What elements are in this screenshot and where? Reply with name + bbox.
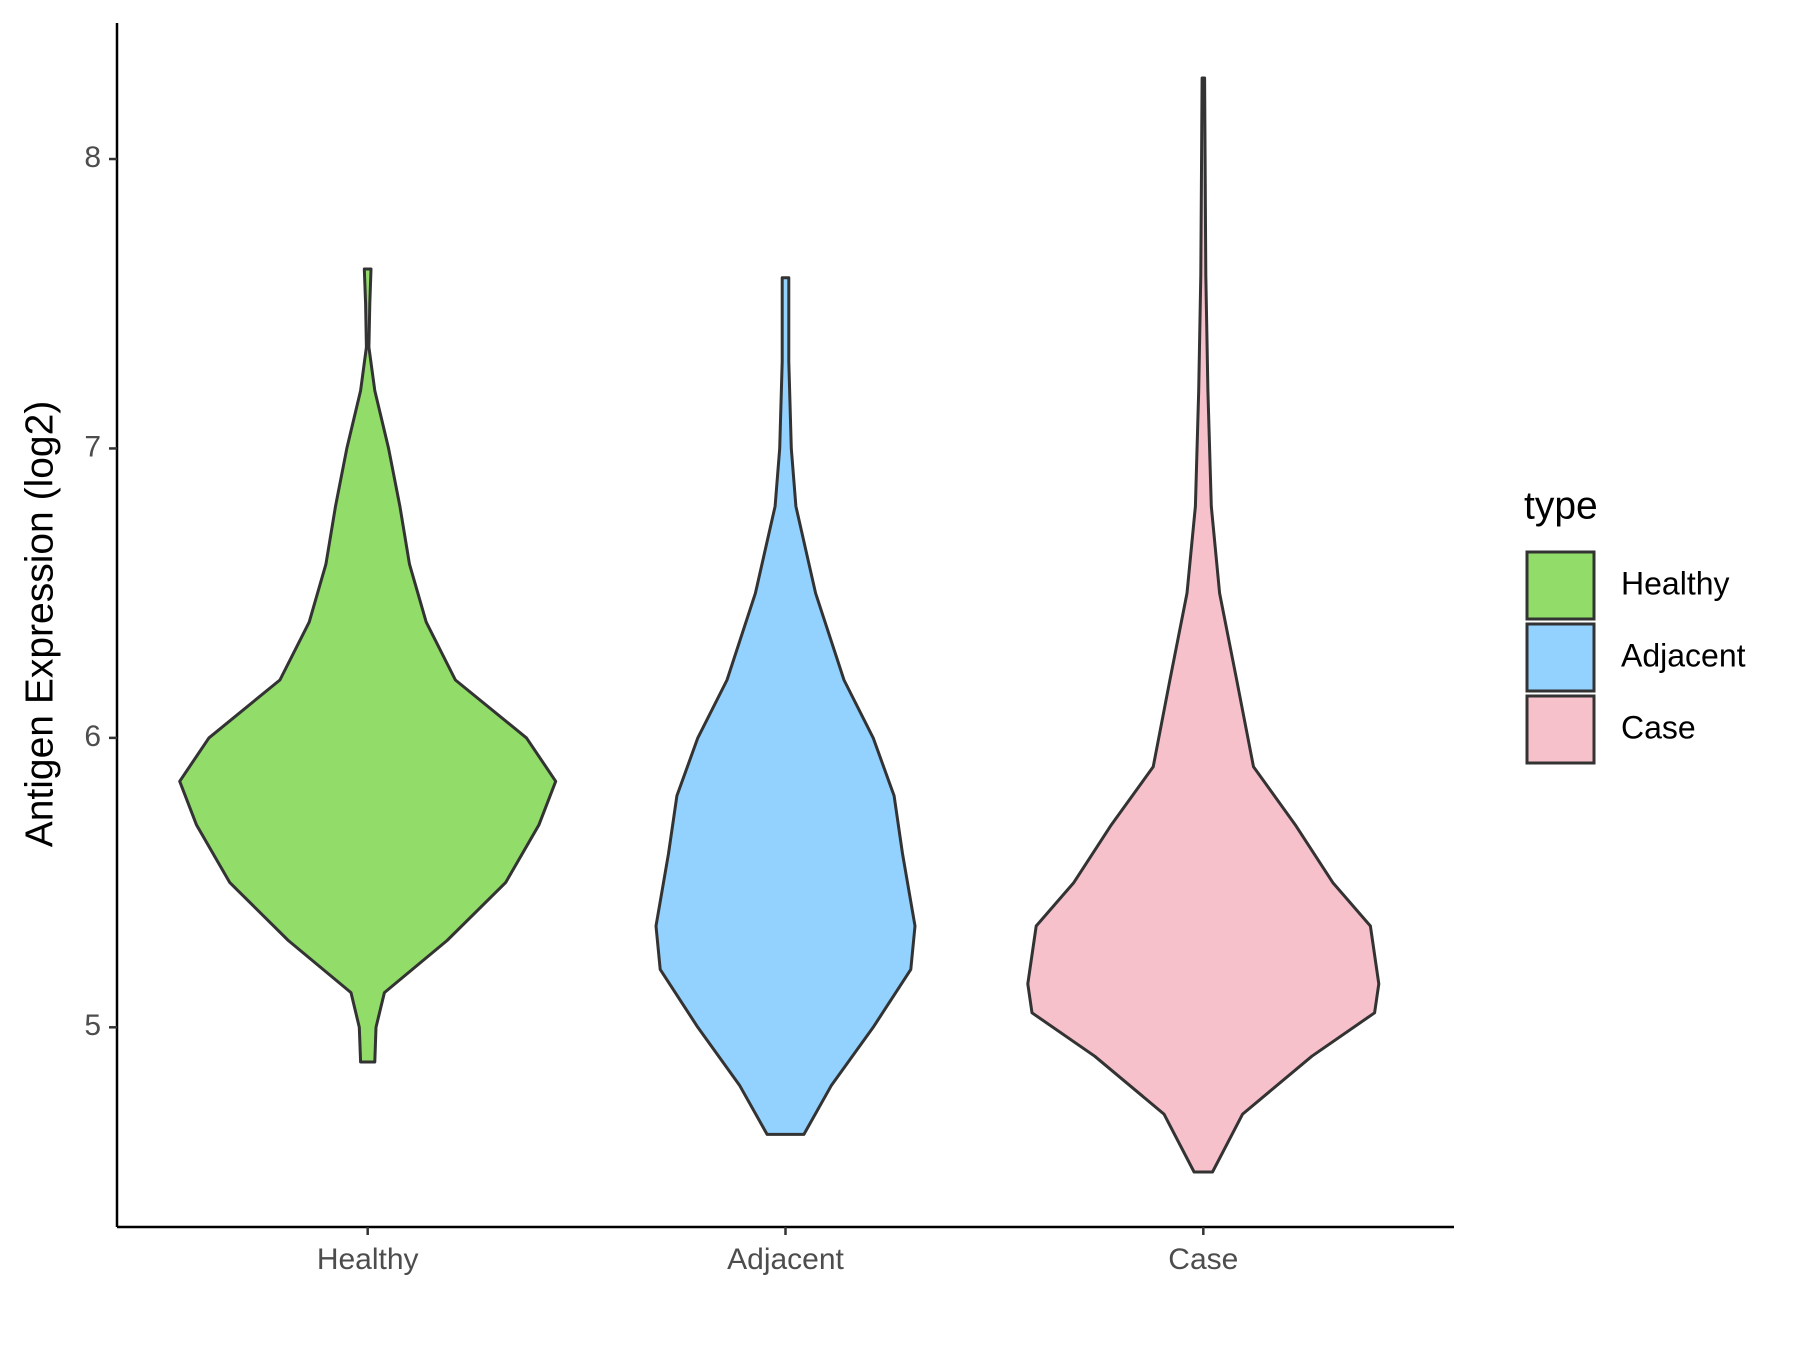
legend-key xyxy=(1525,622,1596,693)
x-tick-label: Adjacent xyxy=(727,1243,844,1276)
y-tick-label: 7 xyxy=(84,430,101,463)
legend-label: Case xyxy=(1621,709,1696,745)
legend-title: type xyxy=(1524,484,1598,527)
x-tick-label: Healthy xyxy=(317,1243,419,1276)
x-tick-label: Case xyxy=(1168,1243,1238,1276)
legend-key xyxy=(1525,550,1596,621)
legend-key xyxy=(1525,694,1596,765)
y-tick-label: 6 xyxy=(84,720,101,753)
y-tick-label: 8 xyxy=(84,141,101,174)
violin xyxy=(1026,76,1381,1174)
violin xyxy=(178,267,558,1064)
legend-label: Adjacent xyxy=(1621,637,1746,673)
y-tick-label: 5 xyxy=(84,1009,101,1042)
y-axis-title: Antigen Expression (log2) xyxy=(18,401,61,848)
legend-label: Healthy xyxy=(1621,565,1730,601)
violin xyxy=(654,276,917,1136)
